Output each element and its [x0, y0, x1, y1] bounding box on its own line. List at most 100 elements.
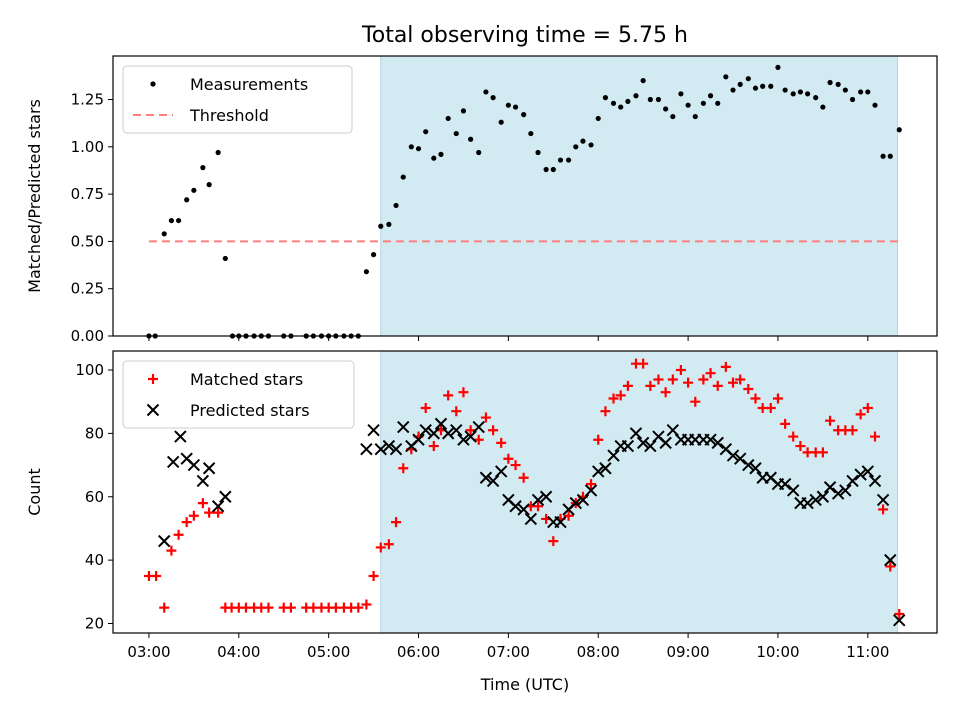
predicted-stars-point — [187, 458, 201, 472]
matched-stars-point — [869, 431, 880, 442]
predicted-stars-point — [816, 490, 830, 503]
matched-stars-point — [653, 374, 664, 385]
matched-stars-point — [213, 507, 224, 518]
observing-window-span — [380, 55, 898, 337]
legend-plus-swatch — [148, 374, 158, 384]
predicted-stars-point — [778, 477, 792, 491]
matched-stars-point — [488, 425, 499, 436]
predicted-stars-point — [412, 433, 425, 446]
y-tick-label: 20 — [85, 614, 104, 632]
predicted-stars-point — [554, 515, 567, 529]
measurement-point — [150, 81, 156, 87]
matched-stars-point — [817, 447, 828, 458]
measurement-point — [805, 91, 811, 97]
matched-stars-point — [148, 374, 158, 384]
measurement-point — [655, 96, 662, 103]
measurement-point — [865, 89, 871, 95]
measurement-point — [797, 89, 804, 95]
matched-stars-point — [361, 599, 372, 610]
matched-stars-point — [885, 561, 896, 572]
x-tick-label: 03:00 — [127, 643, 170, 661]
x-axis-label: Time (UTC) — [480, 675, 569, 694]
measurement-point — [521, 112, 527, 118]
predicted-stars-point — [367, 424, 380, 437]
matched-stars-point — [285, 602, 296, 613]
predicted-stars-point — [434, 417, 448, 431]
count-panel: 20 40 60 80 100 03:00 04:00 05:00 06:00 07:00 08:0… — [25, 350, 938, 661]
measurement-point — [408, 144, 414, 150]
matched-stars-point — [353, 602, 364, 613]
matched-stars-point — [728, 377, 739, 388]
predicted-stars-point — [374, 443, 387, 456]
predicted-stars-point — [382, 439, 396, 453]
measurement-point — [760, 83, 766, 89]
measurement-point — [468, 136, 474, 142]
predicted-stars-point — [524, 512, 538, 526]
matched-stars-point — [465, 425, 476, 436]
matched-stars-point — [188, 510, 199, 521]
measurement-point — [872, 102, 878, 108]
matched-stars-point — [683, 377, 694, 388]
measurement-point — [595, 115, 601, 122]
y-axis-label: Count — [25, 468, 44, 516]
measurement-point — [647, 96, 653, 103]
measurement-point — [692, 113, 698, 120]
x-tick-label: 07:00 — [487, 643, 530, 661]
predicted-stars-point — [749, 462, 762, 475]
x-tick-label: 09:00 — [666, 643, 709, 661]
y-tick-label: 0.75 — [71, 185, 104, 203]
matched-stars-point — [173, 529, 184, 540]
predicted-stars-point — [584, 484, 598, 497]
matched-stars-point — [458, 387, 469, 398]
measurement-point — [453, 130, 459, 137]
measurement-point — [707, 93, 714, 99]
matched-stars-point — [586, 479, 597, 490]
measurement-point — [670, 113, 676, 120]
legend-dot-swatch — [150, 81, 156, 87]
measurement-point — [490, 95, 496, 101]
matched-stars-point — [788, 431, 799, 442]
predicted-stars-point — [531, 493, 545, 507]
matched-stars-point — [263, 602, 274, 613]
predicted-stars-point — [846, 474, 859, 488]
measurement-point — [483, 89, 489, 95]
measurement-point — [745, 76, 751, 82]
measurement-point — [370, 252, 377, 258]
matched-stars-point — [166, 545, 177, 556]
measurement-point — [835, 81, 841, 87]
measurement-point — [752, 85, 759, 91]
matched-stars-point — [420, 403, 431, 414]
measurement-point — [460, 108, 467, 114]
measurement-point — [222, 255, 228, 262]
matched-stars-point — [690, 396, 701, 407]
x-tick-label: 11:00 — [846, 643, 889, 661]
measurement-point — [663, 106, 669, 112]
measurement-point — [565, 157, 572, 163]
measurement-point — [557, 157, 564, 163]
x-tick-label: 04:00 — [217, 643, 260, 661]
predicted-stars-point — [876, 493, 890, 507]
predicted-stars-point — [486, 474, 500, 488]
measurement-point — [393, 202, 399, 209]
measurement-point — [423, 129, 429, 135]
predicted-stars-point — [607, 449, 620, 462]
measurement-point — [550, 166, 556, 173]
matched-stars-point — [181, 517, 192, 528]
measurement-point — [768, 83, 774, 89]
predicted-stars-point — [666, 424, 680, 437]
predicted-stars-point — [472, 420, 485, 434]
matched-stars-point — [780, 418, 791, 429]
measurement-point — [730, 87, 736, 93]
matched-stars-point — [368, 570, 379, 581]
axes-frame — [112, 350, 938, 634]
measurement-point — [685, 102, 691, 108]
x-tick-label: 08:00 — [577, 643, 620, 661]
predicted-stars-point — [494, 465, 508, 478]
matched-stars-point — [705, 368, 716, 379]
measurement-point — [573, 144, 579, 150]
matched-stars-point — [600, 406, 611, 417]
matched-stars-point — [548, 536, 559, 547]
predicted-stars-point — [636, 436, 650, 450]
ratio-panel: 0.00 0.25 0.50 0.75 1.00 1.25 Matched/Predicte… — [25, 55, 938, 345]
measurement-point — [887, 153, 893, 159]
